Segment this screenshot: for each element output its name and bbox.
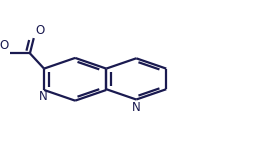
Text: N: N bbox=[39, 90, 48, 103]
Text: O: O bbox=[0, 38, 9, 52]
Text: O: O bbox=[35, 24, 44, 37]
Text: N: N bbox=[132, 101, 141, 114]
